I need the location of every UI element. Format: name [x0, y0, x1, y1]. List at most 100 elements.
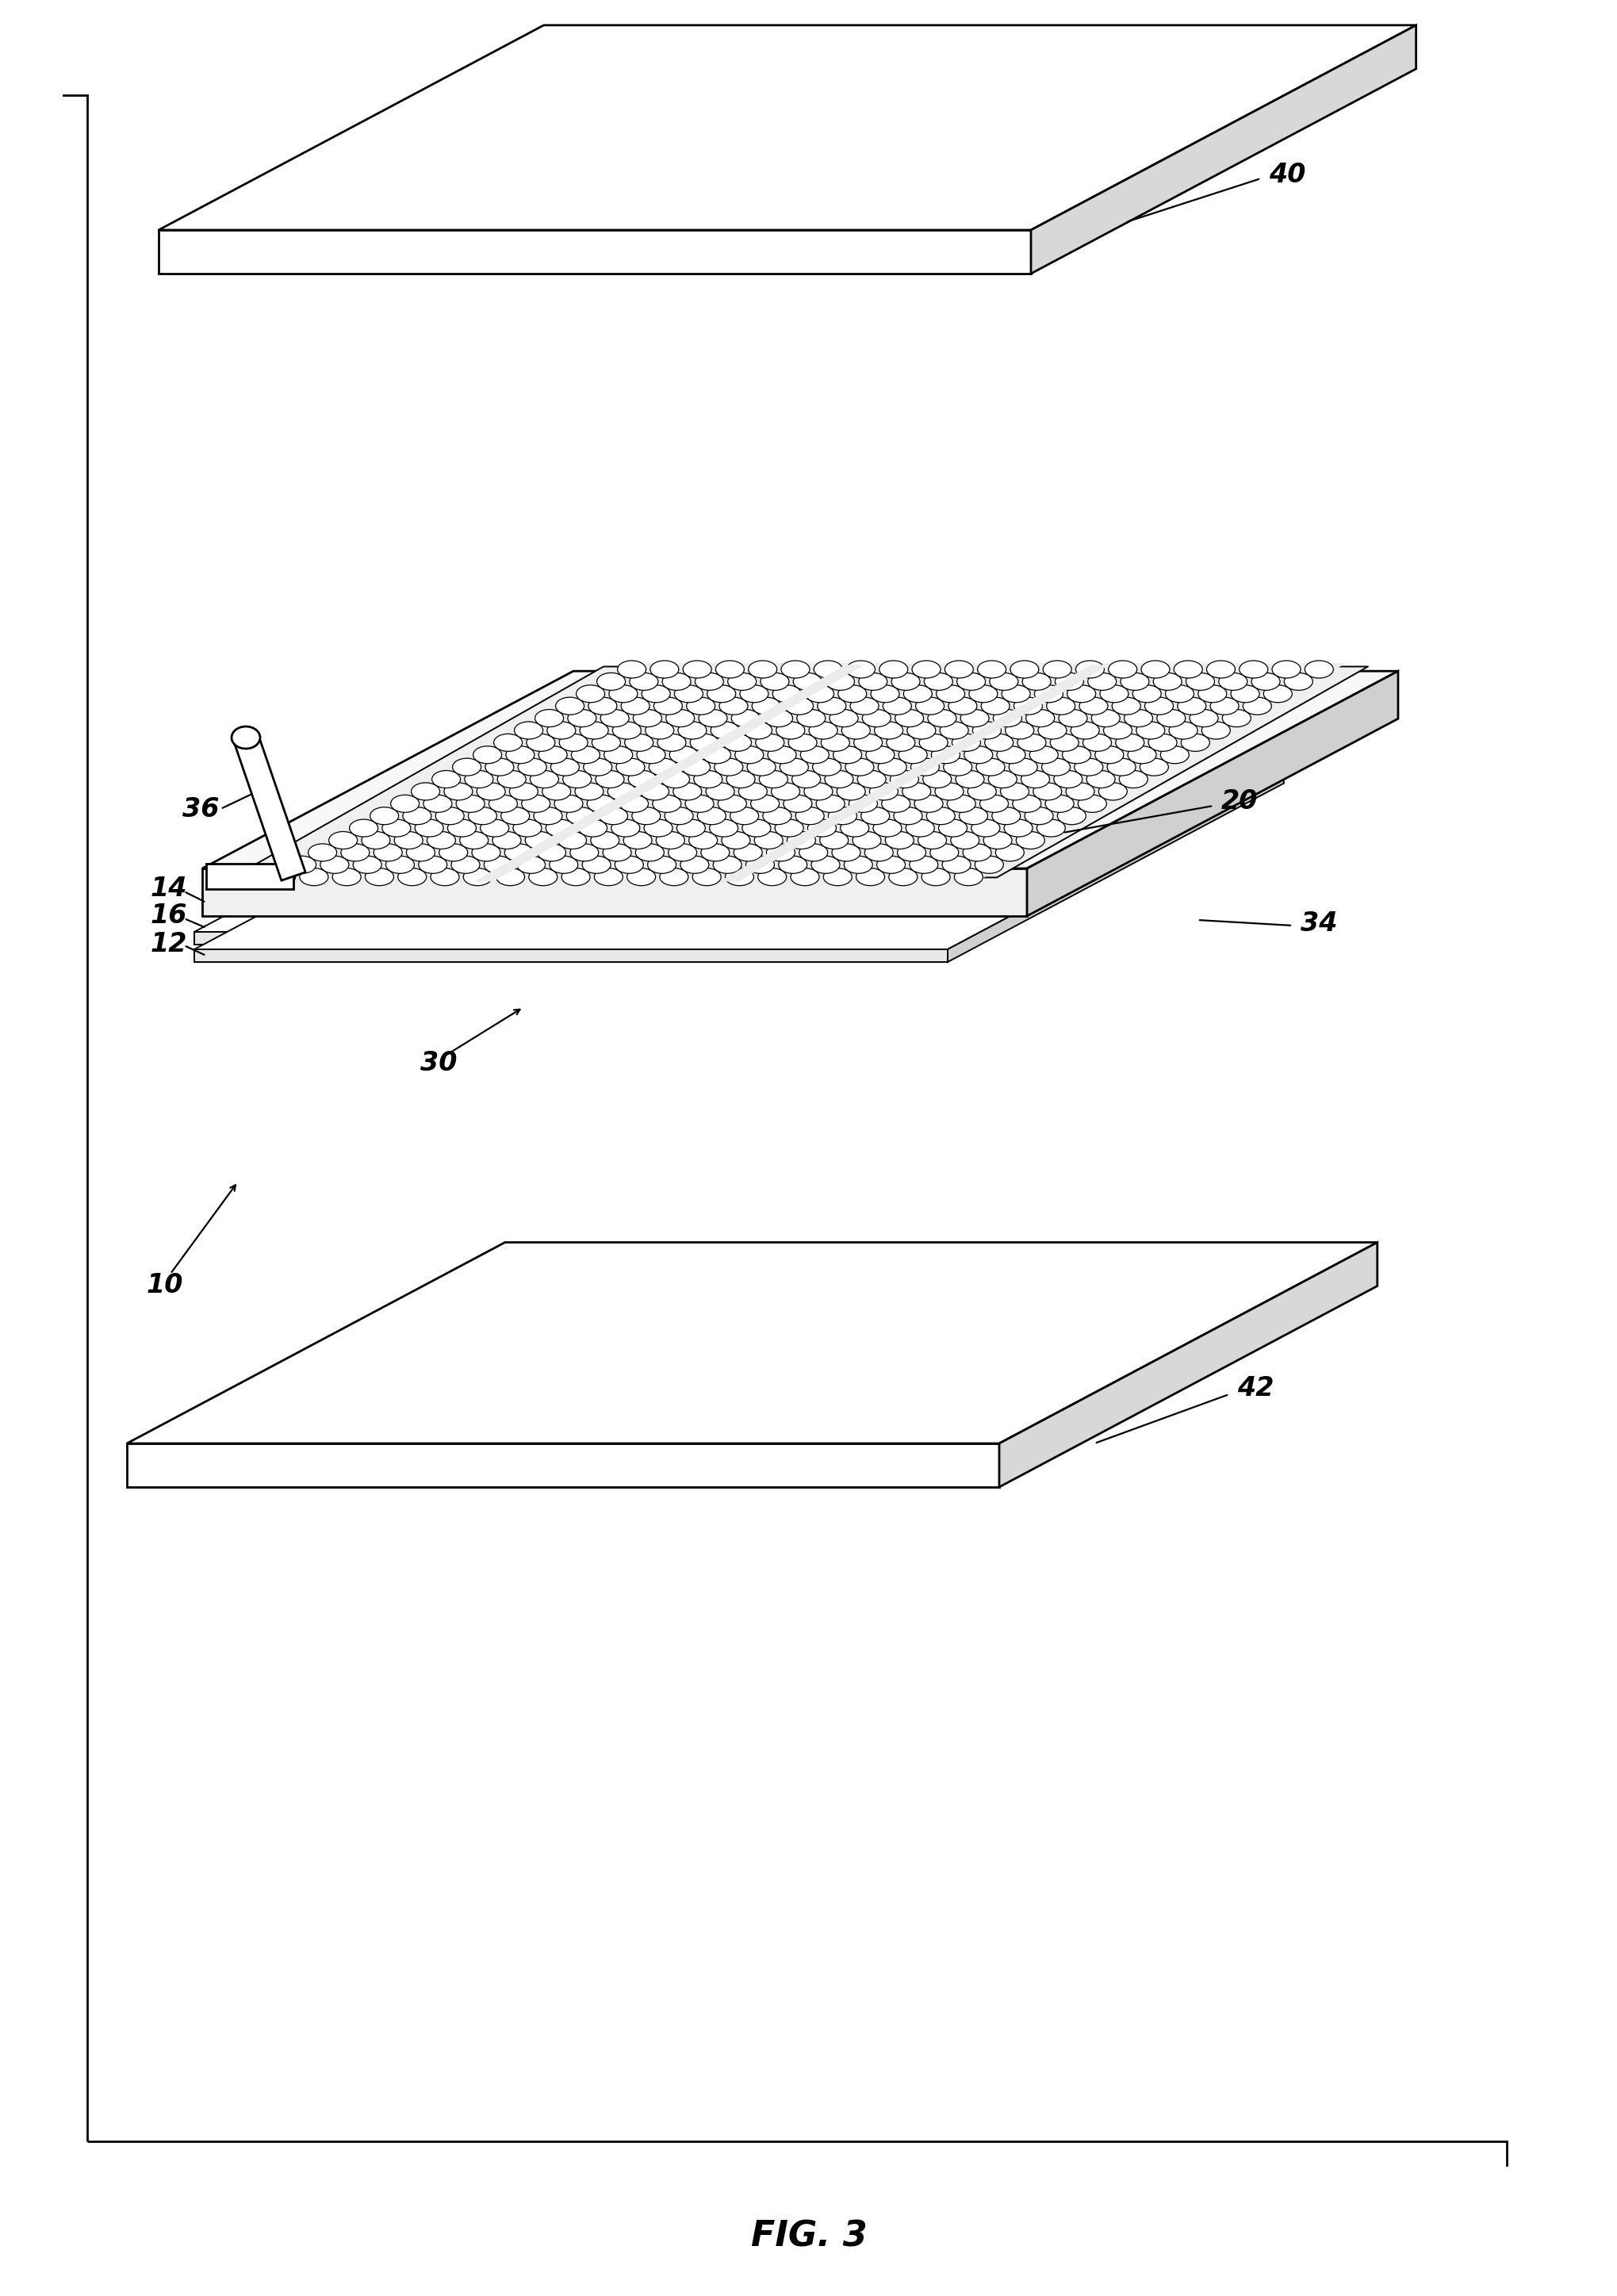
Ellipse shape — [608, 684, 637, 703]
Ellipse shape — [1012, 794, 1041, 813]
Ellipse shape — [632, 709, 661, 728]
Ellipse shape — [787, 735, 817, 751]
Ellipse shape — [935, 783, 964, 801]
Text: FIG. 3: FIG. 3 — [750, 2220, 867, 2255]
Ellipse shape — [505, 843, 534, 861]
Ellipse shape — [747, 758, 775, 776]
Ellipse shape — [451, 856, 480, 872]
Ellipse shape — [823, 868, 852, 886]
Ellipse shape — [994, 843, 1024, 861]
Ellipse shape — [917, 831, 946, 850]
Ellipse shape — [558, 831, 587, 850]
Ellipse shape — [231, 726, 260, 748]
Ellipse shape — [726, 771, 755, 788]
Ellipse shape — [635, 843, 663, 861]
Ellipse shape — [328, 831, 357, 850]
Ellipse shape — [1004, 820, 1032, 836]
Ellipse shape — [799, 843, 828, 861]
Ellipse shape — [530, 771, 558, 788]
Ellipse shape — [988, 771, 1017, 788]
Ellipse shape — [661, 771, 689, 788]
Ellipse shape — [492, 831, 521, 850]
Ellipse shape — [430, 868, 459, 886]
Ellipse shape — [542, 783, 571, 801]
Ellipse shape — [783, 794, 812, 813]
Ellipse shape — [480, 820, 509, 836]
Polygon shape — [500, 730, 1222, 744]
Ellipse shape — [1049, 735, 1079, 751]
Ellipse shape — [886, 735, 915, 751]
Ellipse shape — [936, 684, 964, 703]
Ellipse shape — [485, 758, 514, 776]
Ellipse shape — [547, 721, 576, 739]
Ellipse shape — [459, 831, 488, 850]
Ellipse shape — [750, 794, 779, 813]
Ellipse shape — [1169, 721, 1197, 739]
Ellipse shape — [419, 856, 446, 872]
Ellipse shape — [1095, 746, 1124, 765]
Ellipse shape — [1124, 709, 1153, 728]
Ellipse shape — [621, 698, 650, 714]
Ellipse shape — [734, 843, 762, 861]
Ellipse shape — [1074, 758, 1103, 776]
Ellipse shape — [526, 831, 553, 850]
Ellipse shape — [674, 684, 703, 703]
Ellipse shape — [1119, 771, 1146, 788]
Ellipse shape — [678, 721, 707, 739]
Ellipse shape — [623, 831, 652, 850]
Ellipse shape — [529, 868, 558, 886]
Ellipse shape — [860, 808, 889, 824]
Ellipse shape — [563, 771, 592, 788]
Ellipse shape — [1188, 709, 1218, 728]
Ellipse shape — [370, 808, 398, 824]
Ellipse shape — [828, 808, 857, 824]
Ellipse shape — [825, 771, 852, 788]
Ellipse shape — [944, 661, 973, 677]
Ellipse shape — [939, 721, 969, 739]
Ellipse shape — [695, 673, 723, 691]
Ellipse shape — [526, 735, 555, 751]
Ellipse shape — [561, 868, 590, 886]
Polygon shape — [1027, 670, 1397, 916]
Ellipse shape — [603, 746, 632, 765]
Ellipse shape — [707, 684, 736, 703]
Ellipse shape — [951, 831, 978, 850]
Ellipse shape — [893, 808, 922, 824]
Ellipse shape — [836, 783, 865, 801]
Ellipse shape — [993, 709, 1022, 728]
Ellipse shape — [1087, 673, 1116, 691]
Ellipse shape — [724, 868, 754, 886]
Ellipse shape — [931, 746, 959, 765]
Ellipse shape — [775, 820, 804, 836]
Ellipse shape — [644, 820, 673, 836]
Ellipse shape — [763, 709, 792, 728]
Ellipse shape — [598, 808, 627, 824]
Ellipse shape — [863, 843, 893, 861]
Ellipse shape — [1014, 698, 1041, 714]
Polygon shape — [234, 732, 306, 879]
Ellipse shape — [1025, 709, 1054, 728]
Ellipse shape — [1015, 831, 1045, 850]
Ellipse shape — [403, 808, 432, 824]
Ellipse shape — [506, 746, 534, 765]
Ellipse shape — [1111, 698, 1140, 714]
Ellipse shape — [1108, 661, 1137, 677]
Ellipse shape — [778, 856, 807, 872]
Ellipse shape — [374, 843, 403, 861]
Ellipse shape — [448, 820, 475, 836]
Ellipse shape — [1127, 746, 1156, 765]
Ellipse shape — [1185, 673, 1214, 691]
Ellipse shape — [361, 831, 390, 850]
Ellipse shape — [618, 661, 645, 677]
Ellipse shape — [812, 758, 841, 776]
Ellipse shape — [493, 735, 522, 751]
Ellipse shape — [514, 721, 543, 739]
Ellipse shape — [1028, 746, 1058, 765]
Ellipse shape — [873, 820, 901, 836]
Ellipse shape — [1022, 673, 1051, 691]
Ellipse shape — [1062, 746, 1090, 765]
Ellipse shape — [1036, 820, 1066, 836]
Ellipse shape — [661, 673, 690, 691]
Ellipse shape — [1098, 783, 1127, 801]
Ellipse shape — [728, 673, 755, 691]
